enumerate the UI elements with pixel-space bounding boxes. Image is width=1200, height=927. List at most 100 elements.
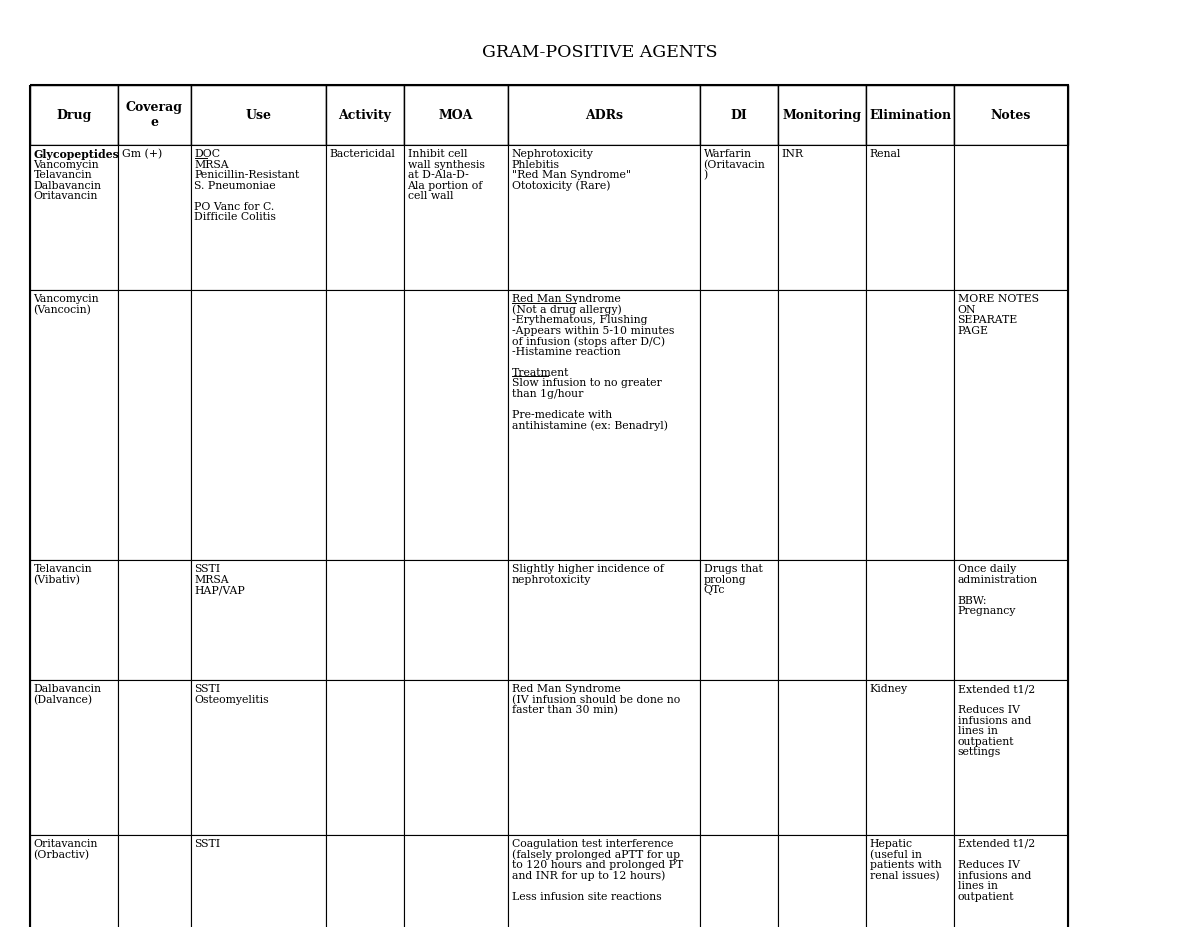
Text: (useful in: (useful in — [870, 849, 922, 860]
Text: Red Man Syndrome: Red Man Syndrome — [511, 294, 620, 304]
Text: Coagulation test interference: Coagulation test interference — [511, 839, 673, 849]
Bar — [508, 290, 700, 560]
Text: (Orbactiv): (Orbactiv) — [34, 849, 90, 860]
Text: "Red Man Syndrome": "Red Man Syndrome" — [511, 170, 630, 180]
Text: (Vibativ): (Vibativ) — [34, 575, 80, 585]
Text: MRSA: MRSA — [194, 575, 229, 585]
Text: PAGE: PAGE — [958, 325, 989, 336]
Text: Glycopeptides: Glycopeptides — [34, 149, 119, 160]
Text: and INR for up to 12 hours): and INR for up to 12 hours) — [511, 870, 665, 882]
Text: S. Pneumoniae: S. Pneumoniae — [194, 181, 276, 191]
Text: Oritavancin: Oritavancin — [34, 839, 98, 849]
Bar — [508, 145, 700, 290]
Bar — [866, 560, 954, 680]
Text: prolong: prolong — [703, 575, 746, 585]
Text: ADRs: ADRs — [586, 108, 623, 121]
Text: BBW:: BBW: — [958, 595, 986, 605]
Bar — [778, 290, 866, 560]
Text: Use: Use — [246, 108, 271, 121]
Text: Slightly higher incidence of: Slightly higher incidence of — [511, 564, 664, 574]
Bar — [118, 85, 191, 145]
Text: SSTI: SSTI — [194, 564, 221, 574]
Text: Nephrotoxicity: Nephrotoxicity — [511, 149, 593, 159]
Bar — [404, 680, 508, 835]
Text: Extended t1/2: Extended t1/2 — [958, 684, 1034, 694]
Text: Osteomyelitis: Osteomyelitis — [194, 694, 269, 705]
Bar — [700, 145, 778, 290]
Bar — [30, 560, 118, 680]
Text: Elimination: Elimination — [869, 108, 952, 121]
Text: INR: INR — [781, 149, 804, 159]
Text: outpatient: outpatient — [958, 892, 1014, 902]
Bar — [866, 145, 954, 290]
Bar — [191, 835, 326, 927]
Bar — [326, 145, 404, 290]
Bar — [508, 835, 700, 927]
Text: (Dalvance): (Dalvance) — [34, 694, 92, 705]
Bar — [404, 85, 508, 145]
Text: Ala portion of: Ala portion of — [408, 181, 482, 191]
Text: Reduces IV: Reduces IV — [958, 705, 1020, 715]
Text: Reduces IV: Reduces IV — [958, 860, 1020, 870]
Text: -Erythematous, Flushing: -Erythematous, Flushing — [511, 315, 647, 325]
Bar — [700, 85, 778, 145]
Bar — [118, 290, 191, 560]
Bar — [30, 145, 118, 290]
Text: (falsely prolonged aPTT for up: (falsely prolonged aPTT for up — [511, 849, 679, 860]
Text: ON: ON — [958, 305, 976, 314]
Bar — [866, 85, 954, 145]
Bar — [404, 145, 508, 290]
Text: QTc: QTc — [703, 585, 725, 595]
Text: Dalbavancin: Dalbavancin — [34, 684, 102, 694]
Text: Inhibit cell: Inhibit cell — [408, 149, 467, 159]
Text: faster than 30 min): faster than 30 min) — [511, 705, 618, 716]
Text: Slow infusion to no greater: Slow infusion to no greater — [511, 378, 661, 388]
Text: administration: administration — [958, 575, 1038, 585]
Text: DI: DI — [731, 108, 748, 121]
Text: Drugs that: Drugs that — [703, 564, 762, 574]
Text: -Histamine reaction: -Histamine reaction — [511, 347, 620, 357]
Text: Once daily: Once daily — [958, 564, 1015, 574]
Bar — [700, 680, 778, 835]
Text: cell wall: cell wall — [408, 191, 454, 201]
Bar — [118, 560, 191, 680]
Text: MRSA: MRSA — [194, 159, 229, 170]
Bar — [778, 680, 866, 835]
Text: MORE NOTES: MORE NOTES — [958, 294, 1038, 304]
Bar — [191, 85, 326, 145]
Text: Renal: Renal — [870, 149, 901, 159]
Text: Dalbavancin: Dalbavancin — [34, 181, 102, 191]
Text: MOA: MOA — [439, 108, 473, 121]
Bar — [118, 835, 191, 927]
Bar — [30, 290, 118, 560]
Bar — [326, 85, 404, 145]
Bar — [778, 835, 866, 927]
Text: Difficile Colitis: Difficile Colitis — [194, 212, 276, 222]
Text: Drug: Drug — [56, 108, 91, 121]
Bar — [404, 835, 508, 927]
Text: Ototoxicity (Rare): Ototoxicity (Rare) — [511, 181, 610, 191]
Bar — [30, 680, 118, 835]
Bar — [508, 560, 700, 680]
Bar — [404, 560, 508, 680]
Text: infusions and: infusions and — [958, 716, 1031, 726]
Text: Monitoring: Monitoring — [782, 108, 862, 121]
Text: outpatient: outpatient — [958, 737, 1014, 746]
Text: Telavancin: Telavancin — [34, 170, 92, 180]
Text: Oritavancin: Oritavancin — [34, 191, 98, 201]
Text: Extended t1/2: Extended t1/2 — [958, 839, 1034, 849]
Text: antihistamine (ex: Benadryl): antihistamine (ex: Benadryl) — [511, 420, 667, 431]
Text: settings: settings — [958, 747, 1001, 757]
Bar — [30, 85, 118, 145]
Bar — [954, 560, 1068, 680]
Text: Telavancin: Telavancin — [34, 564, 92, 574]
Bar — [778, 85, 866, 145]
Text: Phlebitis: Phlebitis — [511, 159, 559, 170]
Text: Vancomycin: Vancomycin — [34, 294, 100, 304]
Text: Red Man Syndrome: Red Man Syndrome — [511, 684, 620, 694]
Bar — [404, 290, 508, 560]
Bar — [954, 145, 1068, 290]
Bar — [508, 680, 700, 835]
Text: nephrotoxicity: nephrotoxicity — [511, 575, 590, 585]
Bar — [866, 680, 954, 835]
